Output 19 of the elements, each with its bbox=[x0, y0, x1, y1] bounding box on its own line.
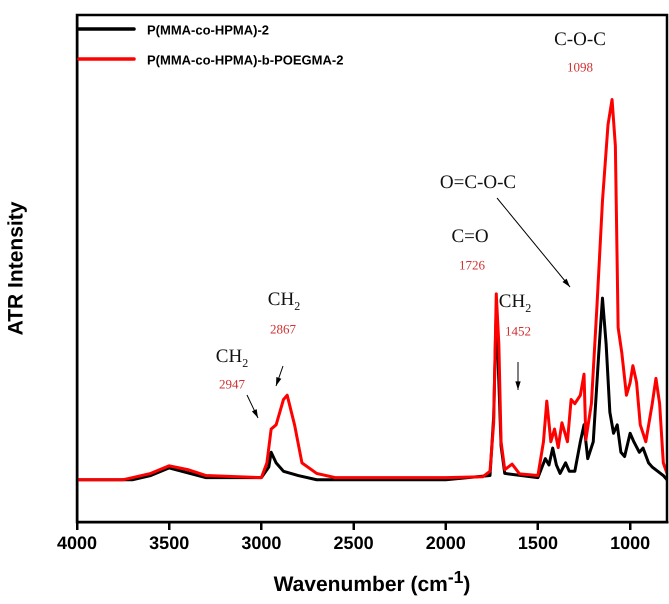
x-tick-label: 2000 bbox=[426, 532, 466, 553]
annotation: 1726 bbox=[459, 257, 486, 272]
annotation: 2867 bbox=[270, 321, 296, 336]
x-axis-title: Wavenumber (cm$^{-1}$) bbox=[272, 567, 472, 597]
x-tick-label: 1500 bbox=[518, 532, 558, 553]
annotation: 2947 bbox=[219, 376, 246, 392]
y-axis-title: ATR Intensity bbox=[4, 201, 28, 336]
text: C-O-C bbox=[554, 28, 606, 50]
legend-label: P(MMA-co-HPMA)-b-POEGMA-2 bbox=[147, 52, 344, 68]
x-tick-label: 3000 bbox=[241, 532, 282, 553]
legend-label: P(MMA-co-HPMA)-2 bbox=[147, 22, 270, 38]
annotation: C=O bbox=[451, 226, 489, 247]
x-tick-label: 4000 bbox=[56, 532, 98, 553]
annotation: O=C-O-C bbox=[440, 172, 516, 193]
x-tick-label: 2500 bbox=[334, 532, 374, 553]
text: 1098 bbox=[567, 59, 593, 74]
x-tick-label: 1000 bbox=[610, 532, 650, 553]
x-tick-label: 3500 bbox=[149, 532, 190, 553]
annotation: 1452 bbox=[505, 323, 531, 338]
